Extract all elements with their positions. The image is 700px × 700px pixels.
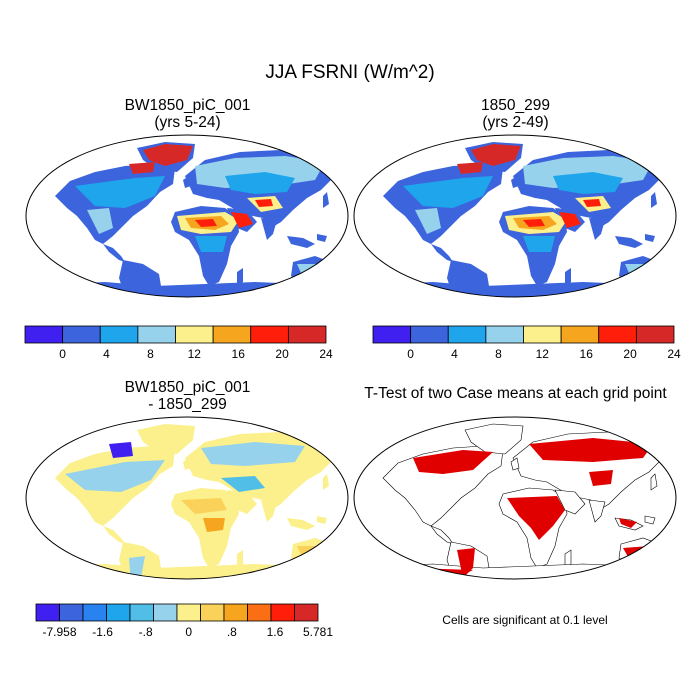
colorbar-difference-tick-label: -7.958 xyxy=(42,625,76,639)
colorbar-case1-swatch xyxy=(287,325,327,344)
colorbar-case2-tick-label: 4 xyxy=(451,347,458,361)
colorbar-case1-swatch xyxy=(250,325,289,344)
colorbar-case1-swatch xyxy=(62,325,101,344)
map-case2 xyxy=(353,134,677,298)
colorbar-case2-tick-label: 12 xyxy=(536,347,550,361)
colorbar-difference-tick-label: -1.6 xyxy=(92,625,113,639)
colorbar-difference-swatch xyxy=(200,603,225,622)
colorbar-difference-swatch xyxy=(270,603,295,622)
colorbar-case1-tick-label: 4 xyxy=(103,347,110,361)
map-case1 xyxy=(25,134,349,298)
panel-title-case1-line1: BW1850_piC_001 xyxy=(124,97,251,114)
colorbar-difference: -7.958 -1.6 -.8 0 .8 1.6 5.781 xyxy=(35,603,333,639)
colorbar-difference-swatch xyxy=(176,603,201,622)
colorbar-difference-tick-label: -.8 xyxy=(139,625,153,639)
colorbar-difference-swatch xyxy=(129,603,154,622)
colorbar-case1-tick-label: 24 xyxy=(319,347,333,361)
colorbar-case2-tick-label: 16 xyxy=(580,347,594,361)
colorbar-case1-swatch xyxy=(99,325,139,344)
colorbar-case2-swatch xyxy=(523,325,562,344)
colorbar-difference-swatch xyxy=(153,603,178,622)
colorbar-difference-swatch xyxy=(247,603,272,622)
colorbar-case2: 0 4 8 12 16 20 24 xyxy=(372,325,681,361)
colorbar-difference-swatch xyxy=(294,603,319,622)
colorbar-difference-tick-label: 1.6 xyxy=(267,625,284,639)
panel-title-case1-line2: (yrs 5-24) xyxy=(154,114,221,131)
significance-note: Cells are significant at 0.1 level xyxy=(442,613,608,627)
colorbar-difference-tick-label: 5.781 xyxy=(303,625,333,639)
colorbar-case1-tick-label: 16 xyxy=(232,347,246,361)
colorbar-difference-tick-label: 0 xyxy=(185,625,192,639)
colorbar-case2-swatch xyxy=(447,325,487,344)
colorbar-case2-tick-label: 0 xyxy=(407,347,414,361)
colorbar-case1-swatch xyxy=(212,325,252,344)
colorbar-case2-tick-label: 24 xyxy=(667,347,681,361)
colorbar-case2-swatch xyxy=(410,325,449,344)
figure-title: JJA FSRNI (W/m^2) xyxy=(265,62,435,83)
colorbar-case1-swatch xyxy=(175,325,214,344)
panel-title-case2-line1: 1850_299 xyxy=(481,97,550,114)
colorbar-case1-swatch xyxy=(24,325,64,344)
colorbar-case1-tick-label: 8 xyxy=(147,347,154,361)
panel-title-difference-line1: BW1850_piC_001 xyxy=(124,379,251,396)
colorbar-case1: 0 4 8 12 16 20 24 xyxy=(24,325,333,361)
map-difference xyxy=(25,416,349,580)
panel-title-difference-line2: - 1850_299 xyxy=(148,396,227,413)
colorbar-case1-tick-label: 0 xyxy=(59,347,66,361)
colorbar-case1-swatch xyxy=(137,325,176,344)
panel-title-case2-line2: (yrs 2-49) xyxy=(482,114,549,131)
colorbar-difference-tick-label: .8 xyxy=(227,625,237,639)
panel-title-ttest: T-Test of two Case means at each grid po… xyxy=(353,385,678,402)
colorbar-case2-swatch xyxy=(635,325,675,344)
colorbar-case2-swatch xyxy=(372,325,412,344)
colorbar-difference-swatch xyxy=(59,603,84,622)
colorbar-case2-tick-label: 8 xyxy=(495,347,502,361)
panel-title-case2: 1850_299 (yrs 2-49) xyxy=(353,97,678,131)
colorbar-difference-swatch xyxy=(106,603,131,622)
colorbar-case2-tick-label: 20 xyxy=(623,347,637,361)
colorbar-case1-tick-label: 20 xyxy=(275,347,289,361)
panel-title-case1: BW1850_piC_001 (yrs 5-24) xyxy=(25,97,350,131)
panel-title-difference: BW1850_piC_001 - 1850_299 xyxy=(25,379,350,413)
colorbar-case2-swatch xyxy=(485,325,524,344)
colorbar-difference-swatch xyxy=(82,603,107,622)
colorbar-difference-swatch xyxy=(223,603,248,622)
map-ttest xyxy=(353,416,677,580)
colorbar-difference-swatch xyxy=(35,603,60,622)
colorbar-case1-tick-label: 12 xyxy=(188,347,202,361)
panel-title-ttest-line1: T-Test of two Case means at each grid po… xyxy=(364,385,667,402)
colorbar-case2-swatch xyxy=(598,325,637,344)
colorbar-case2-swatch xyxy=(560,325,600,344)
